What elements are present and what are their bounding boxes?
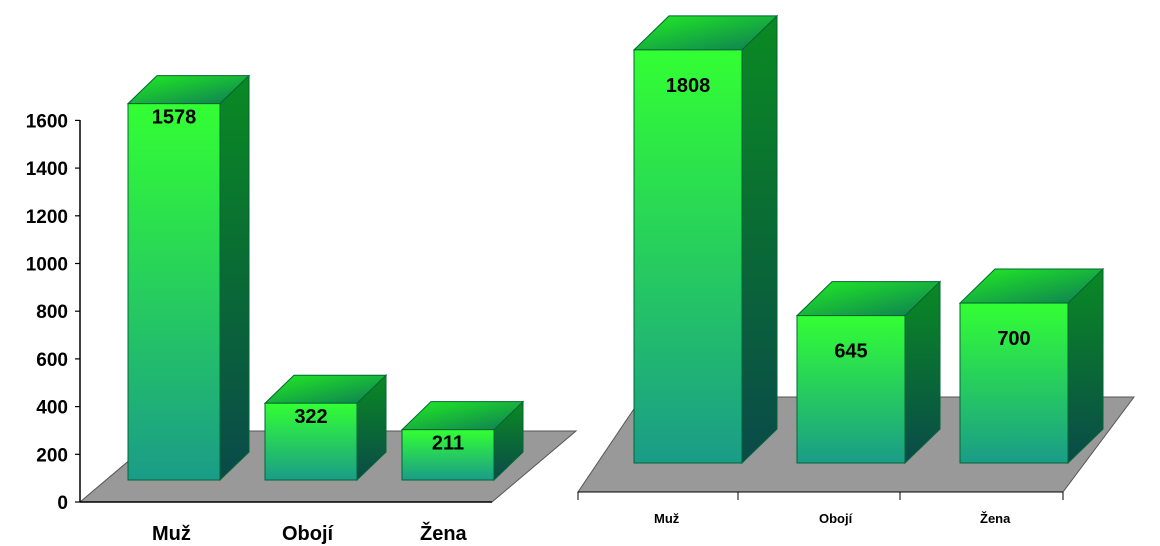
bar-side-face	[741, 14, 778, 465]
chart-left-data-label: 1578	[152, 107, 197, 129]
chart-left-y-tick-label: 1400	[26, 159, 68, 180]
bar-front-face	[633, 49, 743, 464]
chart-left-bar	[400, 400, 525, 482]
chart-right-category-label: Žena	[980, 511, 1011, 526]
bar-front-face	[401, 429, 495, 481]
bar-front-face	[264, 402, 358, 481]
chart-left-y-tick-label: 0	[57, 493, 68, 514]
chart-right-category-label: Obojí	[819, 511, 853, 526]
chart-right-category-label: Muž	[654, 511, 680, 526]
chart-right-data-label: 645	[834, 341, 867, 363]
chart-left-data-label: 211	[432, 433, 464, 455]
chart-right: 1808 645 700 Muž Obojí Žena	[577, 14, 1135, 526]
chart-left-y-tick-label: 1000	[26, 255, 68, 276]
chart-right-bar	[795, 280, 942, 465]
chart-left-category-label: Žena	[420, 521, 468, 545]
chart-left-category-label: Muž	[152, 523, 191, 545]
chart-right-bar	[632, 14, 779, 465]
chart-right-data-label: 700	[997, 328, 1030, 350]
chart-left-y-tick-label: 1600	[26, 111, 68, 132]
chart-left-y-tick-label: 400	[36, 398, 68, 419]
chart-left-bar	[126, 74, 251, 482]
chart-right-bar	[958, 267, 1105, 465]
bar-front-face	[127, 103, 221, 481]
chart-left-bar	[263, 374, 388, 482]
chart-left: 0 200 400 600 800 1000 1200 1400 1600 1578 322 211…	[26, 74, 578, 545]
bar-front-face	[796, 315, 906, 464]
chart-left-y-tick-label: 800	[36, 302, 68, 323]
chart-left-y-tick-label: 200	[36, 445, 68, 466]
bar-front-face	[959, 302, 1069, 464]
bar-side-face	[219, 74, 250, 482]
chart-left-y-tick-label: 600	[36, 350, 68, 371]
chart-left-y-tick-label: 1200	[26, 207, 68, 228]
chart-right-data-label: 1808	[666, 75, 711, 97]
chart-left-data-label: 322	[294, 406, 327, 428]
chart-left-category-label: Obojí	[282, 523, 335, 545]
